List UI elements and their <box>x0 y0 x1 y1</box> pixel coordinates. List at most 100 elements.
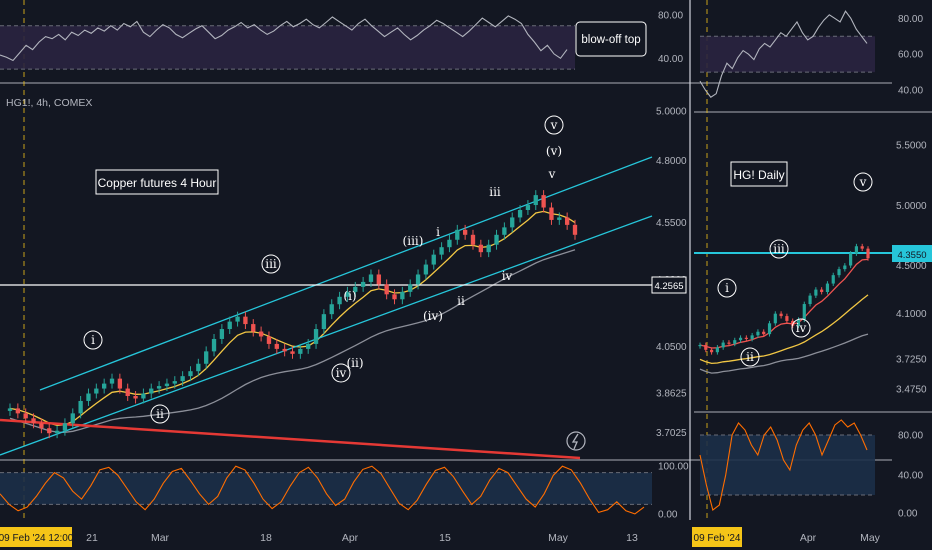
alert-icon[interactable] <box>566 431 586 451</box>
wave-circle-daily-2 <box>769 239 789 259</box>
stoch4h-tick-1: 0.00 <box>658 509 678 520</box>
price-4h-candle-72 <box>572 224 578 235</box>
price-4h-candle-46 <box>368 274 374 282</box>
wave-circle-daily-0 <box>717 278 737 298</box>
priceD-tick-3: 4.1000 <box>896 309 927 320</box>
wave-label-4h-13: (v) <box>546 144 562 158</box>
price-badge-4h <box>651 276 687 294</box>
price-4h-candle-37 <box>298 348 303 354</box>
x-tick-4h-1: 21 <box>86 532 98 544</box>
price-4h-candle-36 <box>290 351 295 354</box>
wave-label-4h-6: (iii) <box>403 234 424 248</box>
rsiD-tick-2: 40.00 <box>898 86 923 97</box>
price-4h-candle-7 <box>62 423 68 431</box>
channel-lower <box>0 215 653 456</box>
price-4h-candle-34 <box>274 343 279 349</box>
price-4h-candle-42 <box>337 296 342 305</box>
price4h-tick-6: 3.7025 <box>656 428 687 439</box>
price-4h-candle-32 <box>258 331 264 337</box>
price-4h-candle-39 <box>313 329 319 344</box>
price-4h-candle-22 <box>180 376 185 382</box>
price-daily-candle-6 <box>733 340 737 344</box>
price-4h-candle-2 <box>23 413 28 419</box>
price-4h-candle-20 <box>164 383 170 387</box>
price-4h-candle-4 <box>39 423 44 429</box>
stoch-daily-band <box>700 435 875 495</box>
price-daily-candle-26 <box>849 253 853 266</box>
rsi4h-tick-1: 40.00 <box>658 54 683 65</box>
price-4h-candle-48 <box>384 284 389 295</box>
price-daily-candle-15 <box>785 316 789 321</box>
date-badge-daily-text: 09 Feb '24 <box>694 533 741 544</box>
price-daily-candle-29 <box>866 248 870 259</box>
price-daily-candle-9 <box>750 335 754 339</box>
priceD-tick-1: 5.0000 <box>896 201 927 212</box>
price-4h-candle-28 <box>227 321 232 330</box>
price-4h-candle-18 <box>149 388 154 394</box>
line-layer <box>0 10 892 515</box>
wave-circle-daily-3 <box>791 318 811 338</box>
price-4h-candle-65 <box>517 210 523 218</box>
wave-circle-4h-1 <box>150 404 170 424</box>
price-4h-candle-70 <box>557 217 562 220</box>
price-4h-candle-27 <box>219 329 225 339</box>
wave-circle-4h-2 <box>261 254 281 274</box>
price-badge-daily-text: 4.3550 <box>897 250 926 261</box>
price-4h-candle-21 <box>172 381 177 384</box>
date-badge-4h-text: 09 Feb '24 12:00 <box>0 533 74 544</box>
x-tick-4h-4: Apr <box>342 532 359 544</box>
price-daily-candle-14 <box>779 313 783 317</box>
price4h-tick-0: 5.0000 <box>656 106 687 117</box>
price-daily-candle-5 <box>727 342 731 344</box>
price-4h-candle-64 <box>510 217 515 228</box>
price-4h-candle-63 <box>502 227 507 235</box>
candle-layer <box>7 190 870 439</box>
symbol-label: HG1!, 4h, COMEX <box>6 97 92 109</box>
price-daily-candle-27 <box>854 246 859 254</box>
price-4h-candle-54 <box>431 254 436 265</box>
price-daily-candle-21 <box>820 289 824 292</box>
price-4h-candle-52 <box>415 274 421 285</box>
wave-label-4h-0: i <box>91 333 95 347</box>
price-4h-candle-51 <box>408 284 413 292</box>
price-4h-candle-30 <box>243 316 248 325</box>
price-4h-candle-53 <box>423 264 429 275</box>
price-4h-candle-11 <box>94 388 99 394</box>
price-badge-4h-text: 4.2565 <box>654 281 683 292</box>
wave-circle-daily-4 <box>853 172 873 192</box>
x-tick-4h-5: 15 <box>439 532 451 544</box>
wave-label-daily-4: v <box>859 175 867 189</box>
price-daily-candle-2 <box>709 349 714 353</box>
wave-label-daily-1: ii <box>746 350 754 364</box>
price-4h-candle-9 <box>78 400 83 414</box>
wave-label-4h-12: v <box>550 118 558 132</box>
title-box-daily <box>730 161 788 187</box>
price-4h-candle-68 <box>541 195 546 208</box>
price-4h-candle-45 <box>360 281 366 287</box>
price-4h-candle-40 <box>321 314 327 330</box>
price-4h-candle-8 <box>70 413 75 424</box>
price-4h-candle-3 <box>31 418 36 424</box>
rsi-4h-band <box>0 25 575 70</box>
price-daily-candle-10 <box>756 331 760 336</box>
price-4h-candle-59 <box>470 234 476 245</box>
wave-label-4h-4: (i) <box>343 289 356 303</box>
price-4h-candle-62 <box>494 234 499 245</box>
price-4h-candle-38 <box>306 343 311 349</box>
price-4h-candle-13 <box>109 378 115 384</box>
rsi-4h-line <box>0 15 568 62</box>
price4h-tick-4: 4.0500 <box>656 342 687 353</box>
price-4h-candle-56 <box>447 239 452 248</box>
price-4h-candle-66 <box>525 205 531 210</box>
price-4h-candle-12 <box>102 383 107 389</box>
price-daily-candle-0 <box>698 344 702 347</box>
price-4h-candle-16 <box>133 396 138 399</box>
x-tick-4h-7: 13 <box>626 532 638 544</box>
price-daily-candle-3 <box>715 347 719 353</box>
wave-label-daily-2: iii <box>773 242 785 256</box>
label-layer: 80.0040.005.00004.80004.55004.32004.0500… <box>83 10 927 544</box>
price-4h-candle-1 <box>15 408 21 414</box>
price-4h-candle-29 <box>235 316 240 322</box>
price-4h-candle-71 <box>564 217 570 225</box>
